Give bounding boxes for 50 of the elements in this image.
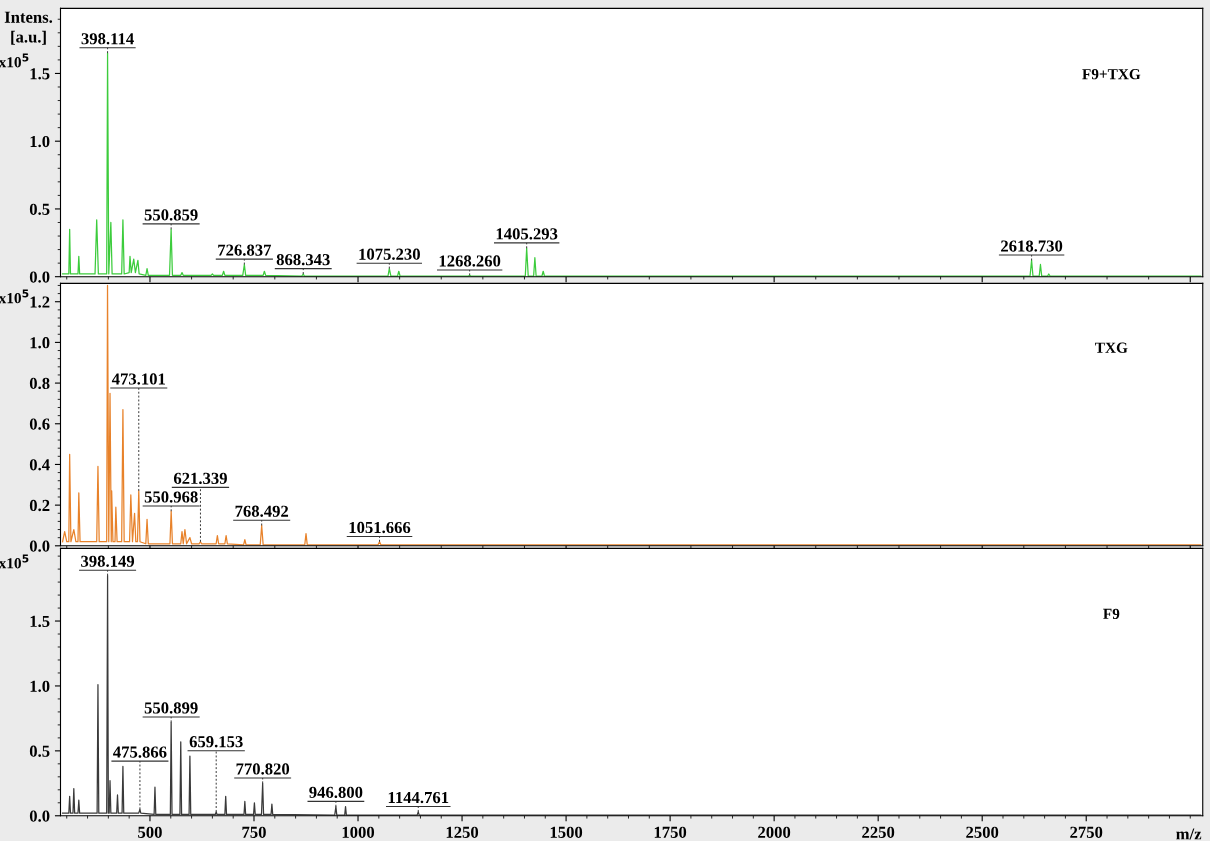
annotation: 946.800 xyxy=(309,786,363,799)
x-tick-label: 1000 xyxy=(342,826,375,838)
annotation: 770.820 xyxy=(236,763,290,775)
y-tick-label: 1.2 xyxy=(30,296,50,308)
x-tick-label: 2000 xyxy=(758,826,791,838)
annotation: 2618.730 xyxy=(1001,240,1063,252)
annotation: 768.492 xyxy=(235,505,289,517)
y-axis-title: Intens. [a.u.] xyxy=(4,11,53,45)
annotation: 1075.230 xyxy=(359,248,420,260)
text: TXG xyxy=(1095,342,1128,353)
x-tick-label: 1250 xyxy=(446,826,479,838)
annotation: 550.899 xyxy=(144,702,198,714)
annotation: 550.859 xyxy=(144,209,198,221)
annotation: 868.343 xyxy=(276,253,330,266)
annotation: 1268.260 xyxy=(439,255,501,267)
annotation: 475.866 xyxy=(113,746,167,758)
y-tick-label: 0.5 xyxy=(29,203,50,215)
x-tick-label: 2750 xyxy=(1070,826,1103,838)
annotation: 621.339 xyxy=(173,472,227,485)
x-axis-title: m/z xyxy=(1176,828,1202,840)
annotation: 659.153 xyxy=(189,736,243,748)
annotation: 398.114 xyxy=(81,33,134,45)
y-tick-label: 0.6 xyxy=(29,418,50,430)
y-tick-label: 0.0 xyxy=(29,540,50,552)
x-tick-label: 1500 xyxy=(550,826,583,838)
x-tick-label: 2250 xyxy=(862,826,895,838)
annotation: 550.968 xyxy=(144,491,198,503)
x-tick-label: 500 xyxy=(138,826,162,838)
x-tick-label: 1750 xyxy=(654,826,687,838)
text: F9 xyxy=(1103,608,1120,620)
annotation: 1051.666 xyxy=(349,521,411,534)
x-tick-label: 2500 xyxy=(966,826,999,838)
x-tick-label: 750 xyxy=(242,826,266,838)
annotation: 1405.293 xyxy=(496,228,558,240)
y-tick-label: 0.4 xyxy=(29,459,50,471)
y-tick-label: 0.2 xyxy=(29,499,50,512)
annotation: 726.837 xyxy=(218,244,272,256)
y-tick-label: 1.0 xyxy=(30,337,50,349)
y-tick-label: 0.5 xyxy=(29,745,50,757)
y-tick-label: 0.0 xyxy=(29,810,50,822)
annotation: 473.101 xyxy=(111,373,165,385)
text: F9+TXG xyxy=(1082,69,1141,80)
y-tick-label: 1.0 xyxy=(30,680,50,692)
y-tick-label: 0.0 xyxy=(29,271,50,283)
y-tick-label: 0.8 xyxy=(29,377,50,390)
y-tick-label: 1.0 xyxy=(30,135,50,148)
y-tick-label: 1.5 xyxy=(30,68,50,80)
annotation: 1144.761 xyxy=(388,791,449,804)
annotation: 398.149 xyxy=(81,555,135,567)
y-tick-label: 1.5 xyxy=(30,615,50,628)
